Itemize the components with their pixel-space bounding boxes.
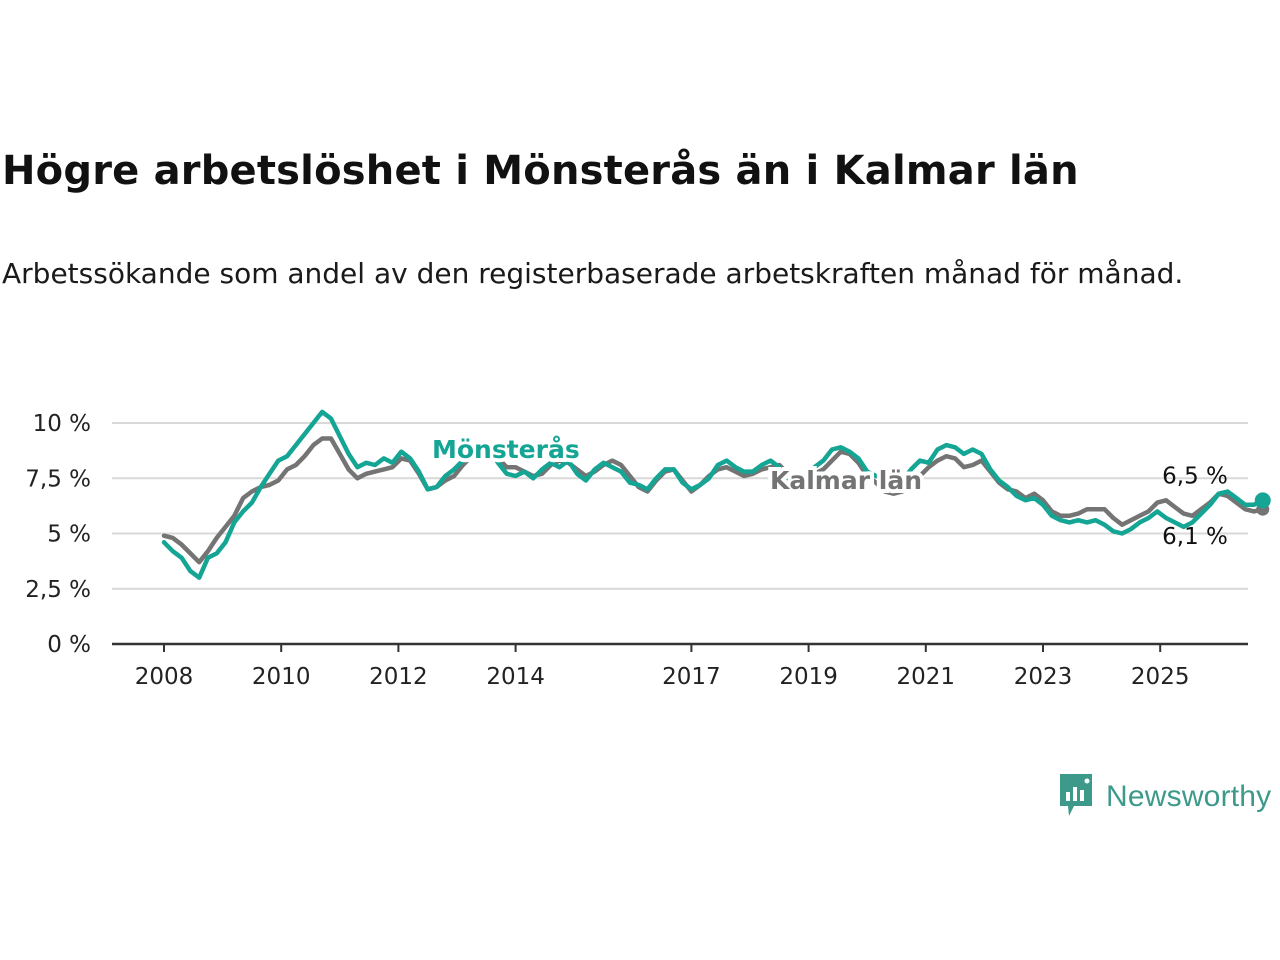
x-tick-label: 2012 <box>369 664 428 690</box>
end-value-label: 6,5 % <box>1162 463 1228 489</box>
y-tick-label: 7,5 % <box>25 466 91 492</box>
chart-title: Högre arbetslöshet i Mönsterås än i Kalm… <box>2 148 1079 194</box>
x-tick-label: 2025 <box>1131 664 1190 690</box>
y-tick-label: 0 % <box>47 632 91 658</box>
x-tick-label: 2014 <box>486 664 545 690</box>
series-line <box>161 436 1266 565</box>
y-axis-labels: 0 % 2,5 % 5 % 7,5 % 10 % <box>25 411 91 658</box>
x-tick-label: 2017 <box>662 664 721 690</box>
x-tick-label: 2023 <box>1014 664 1073 690</box>
y-tick-label: 5 % <box>47 522 91 548</box>
x-tick-label: 2019 <box>779 664 838 690</box>
end-value-label: 6,1 % <box>1162 524 1228 550</box>
line-chart: 0 % 2,5 % 5 % 7,5 % 10 % 2008 2010 2012 2014 201… <box>25 409 1271 690</box>
newsworthy-chart-icon <box>1058 772 1094 822</box>
series-name-label: Kalmar län <box>770 466 922 495</box>
x-tick-label: 2008 <box>135 664 194 690</box>
series-labels: 6,1 % 6,5 % Mönsterås Kalmar län <box>428 431 1228 550</box>
series-lines <box>161 409 1271 580</box>
chart-subtitle: Arbetssökande som andel av den registerb… <box>2 257 1184 290</box>
series-name-label: Mönsterås <box>432 435 580 464</box>
y-tick-label: 2,5 % <box>25 577 91 603</box>
gridlines <box>112 422 1248 590</box>
y-tick-label: 10 % <box>33 411 91 437</box>
series-line <box>161 409 1266 580</box>
series-end-point <box>1254 492 1271 509</box>
x-axis: 2008 2010 2012 2014 2017 2019 2021 2023 2025 <box>112 642 1248 690</box>
brand-logo[interactable]: Newsworthy <box>1058 772 1271 822</box>
x-tick-label: 2010 <box>252 664 311 690</box>
x-tick-label: 2021 <box>897 664 956 690</box>
brand-name: Newsworthy <box>1106 780 1272 813</box>
